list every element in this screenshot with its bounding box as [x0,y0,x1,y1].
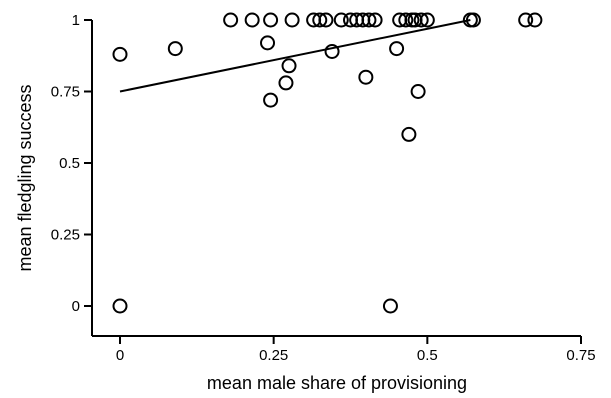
y-tick-label: 0.75 [51,84,80,101]
data-point [244,12,260,28]
data-point [260,35,276,51]
data-point [410,84,426,99]
data-point [518,12,534,28]
data-point [167,41,183,57]
data-points [112,12,543,314]
data-point [413,12,429,28]
data-point [389,41,405,57]
x-tick-label: 0 [116,347,124,364]
data-point [527,12,543,28]
data-point [333,12,349,28]
data-point [312,12,328,28]
data-point [223,12,239,28]
y-tick-label: 0.25 [51,227,80,244]
ticks: 0 0.25 0.5 0.75 0 0.25 0.5 0.75 1 [51,12,596,364]
data-point [278,75,294,91]
data-point [419,12,435,28]
trend-line-group [119,19,471,93]
data-point [361,12,377,28]
data-point [112,46,128,62]
trend-line [119,19,471,93]
data-point [324,43,340,59]
data-point [367,12,383,28]
data-point [318,12,334,28]
data-point [263,92,279,108]
data-point [382,298,398,314]
y-axis-title: mean fledgling success [15,84,35,271]
data-point [401,126,417,142]
data-point [281,58,297,74]
y-tick-label: 0 [72,298,80,315]
x-tick-label: 0.5 [417,347,438,364]
y-tick-label: 0.5 [59,155,80,172]
axes [91,20,581,337]
data-point [358,69,374,85]
data-point [263,12,279,28]
data-point [112,298,128,314]
y-tick-label: 1 [72,12,80,29]
data-point [465,12,481,28]
x-axis-title: mean male share of provisioning [207,373,467,393]
data-point [398,12,414,28]
data-point [284,12,300,28]
x-tick-label: 0.75 [566,347,595,364]
x-tick-label: 0.25 [259,347,288,364]
